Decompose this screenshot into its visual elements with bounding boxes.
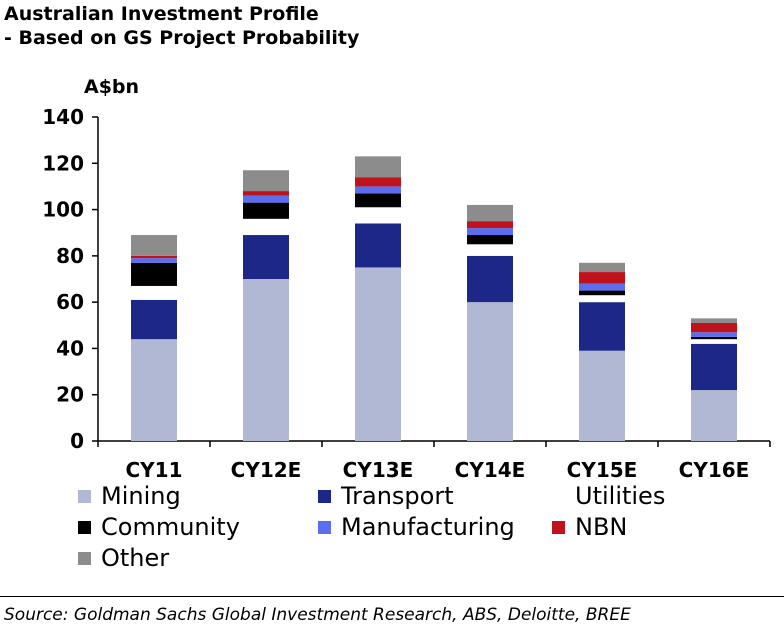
bar-segment-manufacturing-cy12e bbox=[243, 195, 289, 203]
bar-segment-mining-cy12e bbox=[243, 279, 289, 441]
y-tick-label: 0 bbox=[70, 429, 84, 453]
bar-segment-mining-cy14e bbox=[467, 302, 513, 441]
y-tick-label: 140 bbox=[42, 105, 84, 129]
legend-item-other: Other bbox=[78, 543, 169, 573]
bar-segment-other-cy15e bbox=[579, 262, 625, 273]
bar-segment-manufacturing-cy16e bbox=[691, 332, 737, 337]
legend-item-transport: Transport bbox=[318, 481, 454, 511]
stacked-bar-chart: 0 20 40 60 80 100 120 140 CY11 CY12E CY13E CY14E CY1… bbox=[42, 105, 771, 482]
x-tick-label-cy14e: CY14E bbox=[455, 458, 526, 482]
bar-segment-manufacturing-cy14e bbox=[467, 228, 513, 236]
x-tick-label-cy15e: CY15E bbox=[567, 458, 638, 482]
bar-segment-nbn-cy12e bbox=[243, 191, 289, 196]
bar-segment-transport-cy12e bbox=[243, 235, 289, 279]
bar-segment-nbn-cy11 bbox=[131, 255, 177, 259]
bar-segment-other-cy12e bbox=[243, 170, 289, 192]
x-tick-label-cy12e: CY12E bbox=[231, 458, 302, 482]
bar-segment-utilities-cy12e bbox=[243, 218, 289, 236]
bar-segment-nbn-cy14e bbox=[467, 221, 513, 229]
legend-label-utilities: Utilities bbox=[575, 482, 666, 510]
bar-segment-community-cy12e bbox=[243, 202, 289, 219]
bar-segment-community-cy16e bbox=[691, 336, 737, 340]
bar-segment-utilities-cy13e bbox=[355, 207, 401, 224]
legend-label-manufacturing: Manufacturing bbox=[341, 513, 515, 541]
bar-segment-community-cy11 bbox=[131, 262, 177, 286]
bar-segment-transport-cy13e bbox=[355, 223, 401, 268]
legend-swatch-utilities bbox=[552, 489, 565, 503]
bar-segment-community-cy14e bbox=[467, 235, 513, 245]
bar-segment-other-cy14e bbox=[467, 204, 513, 222]
bar-segment-nbn-cy13e bbox=[355, 177, 401, 187]
legend-label-mining: Mining bbox=[101, 482, 181, 510]
legend-item-manufacturing: Manufacturing bbox=[318, 512, 515, 542]
bar-segment-transport-cy14e bbox=[467, 255, 513, 303]
y-axis-unit-label: A$bn bbox=[84, 76, 140, 98]
source-note: Source: Goldman Sachs Global Investment … bbox=[4, 605, 631, 625]
bar-segment-nbn-cy16e bbox=[691, 322, 737, 333]
bar-segment-manufacturing-cy15e bbox=[579, 283, 625, 291]
y-tick-label: 80 bbox=[56, 244, 84, 268]
legend-label-nbn: NBN bbox=[575, 513, 628, 541]
bar-segment-other-cy11 bbox=[131, 235, 177, 256]
bar-segment-manufacturing-cy11 bbox=[131, 258, 177, 263]
legend-swatch-community bbox=[78, 520, 91, 534]
bar-segment-community-cy13e bbox=[355, 193, 401, 208]
chart-title: Australian Investment Profile - Based on… bbox=[4, 2, 359, 50]
chart-title-line2: - Based on GS Project Probability bbox=[4, 27, 360, 49]
bar-segment-mining-cy11 bbox=[131, 339, 177, 441]
x-tick-label-cy16e: CY16E bbox=[679, 458, 750, 482]
bar-segment-transport-cy15e bbox=[579, 302, 625, 351]
chart-title-line1: Australian Investment Profile bbox=[4, 3, 319, 25]
legend-swatch-other bbox=[78, 551, 91, 565]
legend-item-nbn: NBN bbox=[552, 512, 627, 542]
bar-segment-utilities-cy16e bbox=[691, 339, 737, 344]
x-tick-label-cy13e: CY13E bbox=[343, 458, 414, 482]
bar-segment-other-cy13e bbox=[355, 156, 401, 178]
bar-segment-utilities-cy11 bbox=[131, 285, 177, 300]
bar-segment-transport-cy11 bbox=[131, 299, 177, 340]
legend-swatch-nbn bbox=[552, 520, 565, 534]
bar-segment-transport-cy16e bbox=[691, 343, 737, 391]
bar-segment-manufacturing-cy13e bbox=[355, 186, 401, 194]
bar-segment-mining-cy13e bbox=[355, 267, 401, 441]
x-tick-label-cy11: CY11 bbox=[126, 458, 183, 482]
legend-swatch-manufacturing bbox=[318, 520, 331, 534]
y-tick-label: 20 bbox=[56, 383, 84, 407]
bar-segment-community-cy15e bbox=[579, 290, 625, 296]
legend-label-community: Community bbox=[101, 513, 240, 541]
bar-segment-mining-cy16e bbox=[691, 390, 737, 441]
legend-label-other: Other bbox=[101, 544, 170, 572]
legend-item-utilities: Utilities bbox=[552, 481, 665, 511]
legend-swatch-mining bbox=[78, 489, 91, 503]
y-tick-label: 120 bbox=[42, 151, 84, 175]
y-tick-label: 60 bbox=[56, 290, 84, 314]
source-divider bbox=[0, 596, 784, 597]
bar-segment-utilities-cy14e bbox=[467, 244, 513, 256]
y-tick-label: 100 bbox=[42, 198, 84, 222]
bar-segment-mining-cy15e bbox=[579, 350, 625, 441]
bar-segment-utilities-cy15e bbox=[579, 295, 625, 303]
legend-item-community: Community bbox=[78, 512, 240, 542]
y-tick-label: 40 bbox=[56, 336, 84, 360]
bar-segment-nbn-cy15e bbox=[579, 272, 625, 284]
legend-swatch-transport bbox=[318, 489, 331, 503]
bar-segment-other-cy16e bbox=[691, 318, 737, 323]
legend-item-mining: Mining bbox=[78, 481, 181, 511]
legend-label-transport: Transport bbox=[341, 482, 454, 510]
